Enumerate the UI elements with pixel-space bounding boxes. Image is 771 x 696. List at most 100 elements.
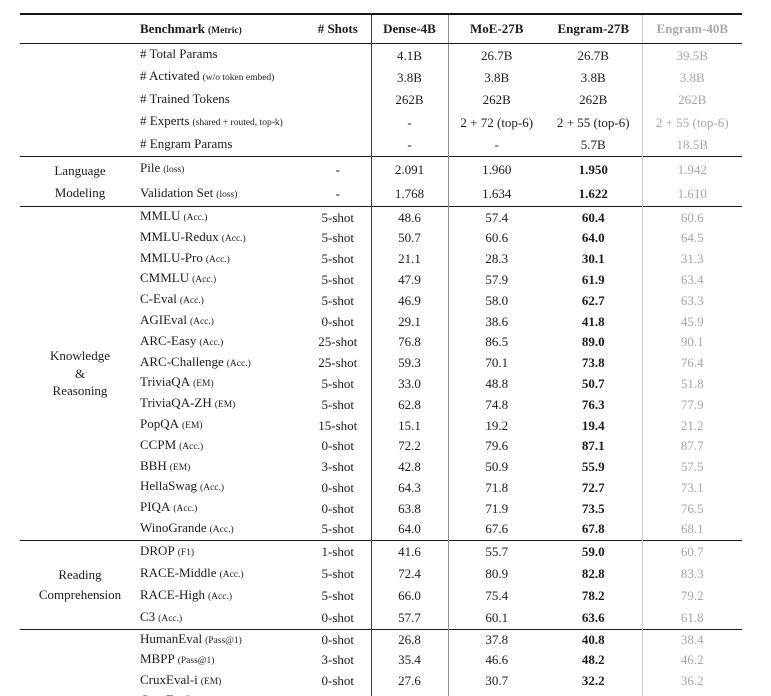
benchmark-cell: RACE-Middle (Acc.): [140, 563, 305, 585]
value-cell: 67.6: [485, 521, 509, 537]
shots-cell: [305, 66, 372, 89]
shots-cell: 5-shot: [305, 269, 372, 291]
value-cell: 76.5: [680, 500, 704, 516]
benchmark-name: AGIEval: [140, 312, 187, 328]
value-cell: 64.0: [545, 227, 643, 249]
shots-cell: [305, 43, 372, 67]
shots-cell: 5-shot: [305, 373, 372, 395]
benchmark-cell: HellaSwag (Acc.): [140, 477, 305, 498]
table-row: PIQA (Acc.) 0-shot 63.8 71.9 73.5 76.5: [20, 498, 742, 519]
benchmark-metric: (Acc.): [219, 569, 244, 580]
value-cell: 262B: [482, 92, 511, 108]
table-row: CruxEval-i (EM) 0-shot 27.6 30.7 32.2 36.…: [20, 670, 742, 692]
benchmark-cell: AGIEval (Acc.): [140, 311, 305, 332]
shots-cell: 5-shot: [305, 206, 372, 228]
table-row: C-Eval (Acc.) 5-shot 46.9 58.0 62.7 63.3: [20, 290, 742, 312]
benchmark-name: MMLU-Pro: [140, 249, 203, 265]
benchmark-cell: RACE-High (Acc.): [140, 585, 305, 607]
benchmark-metric: (loss): [163, 165, 185, 176]
value-cell: 60.4: [545, 206, 643, 228]
value-cell: 73.5: [545, 498, 643, 519]
benchmark-metric: (Acc.): [183, 213, 208, 224]
value-cell: 57.5: [680, 459, 704, 475]
value-cell: 70.1: [485, 355, 509, 371]
benchmark-metric: (loss): [216, 189, 238, 200]
table-row: # Total Params 4.1B 26.7B 26.7B 39.5B: [20, 43, 742, 67]
shots-cell: 5-shot: [305, 248, 372, 270]
value-cell: 76.8: [371, 331, 449, 353]
table-row: Code & MathHumanEval(Pass@1) 0-shot 26.8…: [20, 629, 742, 696]
benchmark-name: BBH: [140, 457, 167, 473]
benchmark-name: Pile: [140, 160, 161, 176]
shots-cell: 5-shot: [305, 562, 372, 585]
value-cell: 33.0: [371, 373, 449, 395]
shots-cell: [305, 133, 372, 157]
benchmark-metric: (EM): [200, 676, 222, 687]
shots-cell: 0-shot: [305, 691, 372, 696]
value-cell: 32.2: [545, 670, 643, 692]
value-cell: 63.3: [680, 292, 704, 308]
value-cell: 83.3: [680, 565, 704, 581]
value-cell: 82.8: [545, 562, 643, 585]
value-cell: 26.7B: [481, 47, 513, 63]
benchmark-name: HellaSwag: [140, 478, 198, 494]
value-cell: 66.0: [371, 584, 449, 607]
value-cell: 48.8: [485, 375, 509, 391]
value-cell: 28.3: [485, 251, 509, 267]
value-cell: 35.0: [545, 691, 643, 696]
col-header-engram-27b: Engram-27B: [545, 14, 643, 44]
shots-cell: 25-shot: [305, 331, 372, 353]
table-row: C3 (Acc.) 0-shot 57.7 60.1 63.6 61.8: [20, 606, 742, 630]
col-header-benchmark: Benchmark (Metric): [140, 14, 305, 44]
value-cell: 47.9: [371, 269, 449, 291]
benchmark-metric: (Acc.): [226, 358, 251, 369]
value-cell: 68.1: [680, 521, 704, 537]
table-row: RACE-High (Acc.) 5-shot 66.0 75.4 78.2 79…: [20, 584, 742, 607]
value-cell: 79.2: [680, 587, 704, 603]
section-language-modeling: Language Modeling Pile (loss) - 2.091 1.960…: [20, 156, 742, 207]
value-cell: 1.950: [545, 156, 643, 182]
benchmark-metric: (Acc.): [209, 524, 234, 535]
benchmark-cell: # Activated (w/o token embed): [140, 66, 305, 88]
value-cell: 77.9: [680, 396, 704, 412]
table-row: ARC-Easy (Acc.) 25-shot 76.8 86.5 89.0 90…: [20, 331, 742, 353]
benchmark-cell: MMLU-Pro (Acc.): [140, 249, 305, 270]
benchmark-cell: DROP (F1): [140, 540, 305, 563]
benchmark-cell: C3 (Acc.): [140, 607, 305, 630]
value-cell: 36.2: [680, 672, 704, 688]
benchmark-cell: ARC-Challenge (Acc.): [140, 353, 305, 374]
value-cell: 21.1: [371, 248, 449, 270]
value-cell: 57.4: [485, 209, 509, 225]
section-code-math: Code & MathHumanEval(Pass@1) 0-shot 26.8…: [20, 629, 742, 696]
value-cell: 38.6: [485, 313, 509, 329]
benchmark-metric: (Acc.): [179, 296, 204, 307]
value-cell: 262B: [545, 88, 643, 112]
benchmark-name: C3: [140, 608, 156, 624]
shots-cell: 0-shot: [305, 477, 372, 499]
value-cell: 80.9: [485, 565, 509, 581]
benchmark-metric: (EM): [182, 421, 203, 431]
table-row: CCPM (Acc.) 0-shot 72.2 79.6 87.1 87.7: [20, 435, 742, 457]
benchmark-metric: (Pass@1): [177, 656, 215, 667]
shots-cell: 1-shot: [305, 540, 372, 563]
value-cell: 1.610: [677, 186, 707, 202]
benchmark-cell: PopQA (EM): [140, 415, 305, 436]
benchmark-table-container: Benchmark (Metric) # Shots Dense-4B MoE-2…: [20, 13, 742, 696]
benchmark-name: PIQA: [140, 499, 171, 515]
table-row: HellaSwag (Acc.) 0-shot 64.3 71.8 72.7 73…: [20, 477, 742, 499]
value-cell: 2.091: [371, 156, 449, 182]
value-cell: 3.8B: [371, 66, 449, 89]
value-cell: 51.8: [680, 375, 704, 391]
value-cell: 55.9: [545, 456, 643, 478]
table-row: Knowledge & Reasoning MMLU (Acc.) 5-shot 48.…: [20, 206, 742, 398]
value-cell: 63.8: [371, 498, 449, 519]
value-cell: 89.0: [545, 331, 643, 353]
value-cell: 57.7: [371, 606, 449, 630]
shots-cell: 5-shot: [305, 227, 372, 249]
value-cell: 1.622: [545, 181, 643, 207]
table-row: # Engram Params - - 5.7B 18.5B: [20, 133, 742, 157]
benchmark-metric: (Pass@1): [205, 635, 242, 646]
value-cell: 86.5: [485, 334, 509, 350]
shots-cell: 5-shot: [305, 290, 372, 312]
value-cell: 26.7B: [545, 43, 643, 67]
